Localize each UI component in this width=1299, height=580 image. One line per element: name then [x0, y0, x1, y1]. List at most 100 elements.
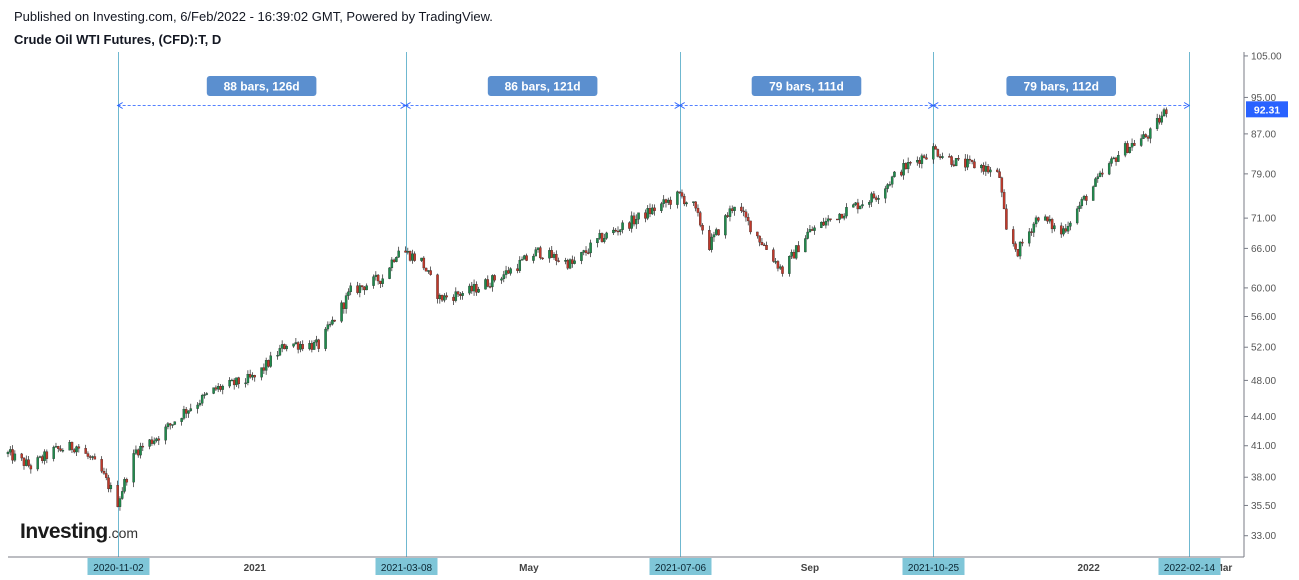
candle-body [696, 207, 700, 213]
candle-body [459, 294, 462, 296]
candle-body [1027, 231, 1031, 244]
interval-arrow-left [404, 102, 411, 109]
candle-body [1165, 109, 1168, 114]
candle-body [1000, 177, 1004, 193]
candle-body [491, 275, 494, 288]
y-tick-label: 33.00 [1251, 531, 1276, 542]
candle-body [52, 446, 55, 459]
candle-body [136, 449, 140, 456]
candle-body [989, 169, 992, 173]
candle-body [733, 206, 736, 211]
candle-body [986, 166, 990, 173]
candle-body [936, 149, 940, 157]
candle-body [1030, 231, 1033, 233]
candle-body [525, 255, 528, 261]
candle-body [1091, 186, 1095, 201]
candle-body [740, 206, 743, 212]
candle-body [427, 270, 430, 272]
candle-body [603, 238, 606, 242]
candle-body [237, 377, 241, 385]
candle-body [1005, 208, 1008, 230]
candle-body [536, 247, 540, 250]
candle-body [970, 159, 974, 162]
marker-date-label: 2021-07-06 [655, 563, 707, 574]
candle-body [820, 221, 823, 228]
candle-body [589, 242, 592, 254]
candle-body [541, 257, 544, 260]
candle-body [893, 171, 896, 177]
candle-body [1149, 128, 1152, 139]
candle-body [203, 394, 206, 396]
x-tick-label: Sep [801, 563, 819, 574]
candle-body [189, 408, 193, 411]
candle-body [564, 260, 567, 262]
candle-body [1162, 109, 1166, 117]
candle-body [717, 229, 720, 236]
candle-body [264, 360, 268, 371]
candle-body [756, 231, 759, 237]
candle-body [43, 451, 46, 461]
y-tick-label: 87.00 [1251, 129, 1276, 140]
candle-body [77, 446, 81, 449]
candle-body [664, 199, 668, 203]
candle-body [822, 221, 825, 226]
candle-body [813, 227, 816, 231]
interval-arrow-left [678, 102, 685, 109]
candle-body [1142, 134, 1145, 139]
candle-body [38, 456, 42, 458]
candle-body [184, 409, 188, 414]
candle-body [6, 451, 10, 455]
candle-body [1133, 143, 1136, 146]
x-tick-label: May [519, 563, 539, 574]
candle-body [269, 355, 272, 367]
candle-body [333, 319, 336, 322]
candle-body [749, 220, 752, 233]
candle-body [509, 268, 512, 274]
candle-body [1130, 143, 1134, 148]
candle-body [950, 156, 953, 165]
candle-body [1160, 115, 1164, 123]
candle-body [804, 238, 807, 253]
candle-body [411, 253, 414, 261]
candle-body [168, 423, 172, 426]
candle-body [550, 250, 553, 258]
candle-body [248, 374, 252, 378]
candle-body [200, 395, 204, 404]
candle-body [557, 260, 560, 262]
candle-body [29, 465, 33, 470]
candle-body [874, 197, 878, 200]
y-tick-label: 60.00 [1251, 283, 1276, 294]
candle-body [166, 423, 170, 428]
candle-body [388, 267, 391, 279]
candle-body [75, 446, 78, 453]
candle-body [788, 256, 791, 274]
candle-body [344, 295, 348, 309]
candle-body [507, 270, 510, 274]
candle-body [88, 456, 92, 458]
y-tick-label: 35.50 [1251, 501, 1276, 512]
candle-body [328, 323, 332, 326]
candle-body [678, 191, 681, 193]
candle-body [102, 471, 106, 474]
candle-body [794, 245, 798, 259]
marker-date-label: 2021-03-08 [381, 563, 433, 574]
candle-body [221, 385, 225, 390]
candle-body [331, 319, 334, 325]
candle-body [600, 233, 604, 242]
candle-body [566, 260, 569, 269]
measure-layer: 88 bars, 126d 86 bars, 121d 79 bars, 111d 7… [116, 76, 1191, 109]
y-tick-label: 38.00 [1251, 473, 1276, 484]
candle-body [1110, 158, 1113, 164]
candle-body [858, 205, 862, 210]
candle-body [646, 208, 649, 219]
y-tick-label: 71.00 [1251, 214, 1276, 225]
candle-body [836, 218, 839, 221]
candle-body [938, 156, 942, 158]
y-tick-label: 95.00 [1251, 93, 1276, 104]
candle-body [86, 453, 90, 457]
marker-date-badge [87, 558, 150, 575]
candle-body [342, 302, 346, 309]
candle-body [888, 184, 892, 186]
candle-body [244, 382, 247, 385]
